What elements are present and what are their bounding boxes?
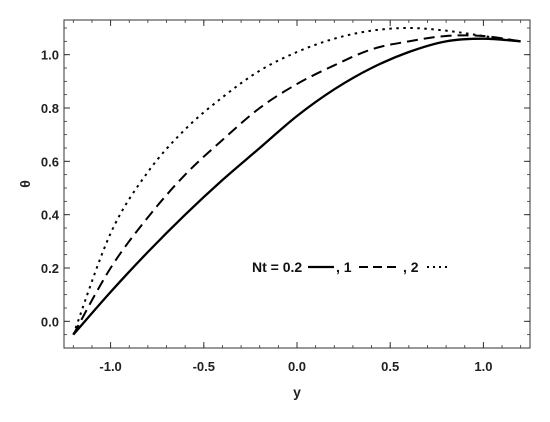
y-tick-label: 0.2 xyxy=(41,261,59,276)
y-tick-label: 1.0 xyxy=(41,48,59,63)
x-tick-label: 0.5 xyxy=(381,359,399,374)
y-tick-label: 0.0 xyxy=(41,314,59,329)
y-tick-label: 0.8 xyxy=(41,101,59,116)
x-axis-title: y xyxy=(293,384,301,400)
x-tick-label: 1.0 xyxy=(474,359,492,374)
x-tick-label: -0.5 xyxy=(193,359,215,374)
tick-labels: -1.0 -0.5 0.0 0.5 1.0 0.0 0.2 0.4 0.6 0.8 1.0 xyxy=(41,48,493,374)
x-tick-label: -1.0 xyxy=(99,359,121,374)
series-line-dashed xyxy=(72,34,521,336)
series-line-dotted xyxy=(72,26,521,336)
series-lines xyxy=(72,26,521,336)
series-line-solid xyxy=(72,37,521,336)
y-tick-label: 0.4 xyxy=(41,208,60,223)
plot-frame xyxy=(63,19,531,349)
y-tick-label: 0.6 xyxy=(41,154,59,169)
ticks xyxy=(64,20,530,348)
x-tick-label: 0.0 xyxy=(288,359,306,374)
legend-label-0: Nt = 0.2 xyxy=(252,259,302,275)
legend-label-1: , 1 xyxy=(336,259,352,275)
legend: Nt = 0.2 , 1 , 2 xyxy=(252,259,447,275)
y-axis-title: θ xyxy=(17,180,33,188)
legend-label-2: , 2 xyxy=(403,259,419,275)
